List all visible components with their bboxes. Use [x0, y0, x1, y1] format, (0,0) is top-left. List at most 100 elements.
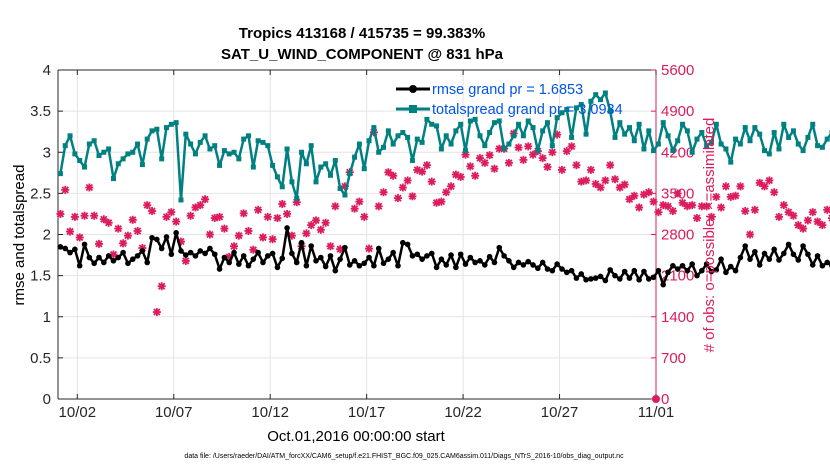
totalspread-point: [236, 156, 242, 162]
rmse-series: [57, 225, 830, 288]
ytick-right-label: 700: [661, 350, 686, 367]
rmse-point: [670, 262, 676, 269]
obs-point: [586, 165, 595, 174]
totalspread-point: [467, 118, 473, 124]
ytick-left-label: 1.5: [30, 268, 51, 285]
obs-point: [770, 188, 779, 197]
totalspread-point: [482, 143, 488, 149]
obs-point: [596, 183, 605, 192]
totalspread-point: [747, 138, 753, 144]
rmse-point: [612, 272, 618, 279]
totalspread-point: [771, 130, 777, 136]
rmse-point: [57, 244, 64, 250]
rmse-point: [737, 254, 744, 261]
rmse-point: [477, 258, 483, 264]
ytick-left-label: 2.5: [30, 185, 51, 202]
obs-point: [746, 230, 755, 239]
obs-point: [601, 176, 610, 185]
rmse-point: [371, 262, 377, 269]
ytick-left-label: 0.5: [30, 350, 51, 367]
rmse-point: [602, 277, 609, 284]
rmse-point: [91, 260, 97, 267]
ytick-left-label: 4: [43, 62, 51, 79]
rmse-point: [506, 258, 512, 264]
rmse-point: [694, 272, 700, 279]
rmse-point: [72, 246, 78, 253]
obs-point: [99, 215, 108, 224]
legend: rmse grand pr = 1.6853 totalspread grand…: [396, 82, 623, 118]
totalspread-point: [786, 134, 792, 140]
rmse-point: [766, 256, 773, 262]
rmse-point: [645, 276, 652, 282]
totalspread-point: [62, 143, 68, 149]
obs-point: [615, 183, 624, 192]
rmse-point: [824, 259, 830, 266]
obs-point: [172, 217, 181, 226]
totalspread-point: [82, 164, 88, 170]
rmse-point: [641, 268, 647, 275]
totalspread-point: [303, 161, 309, 167]
totalspread-point: [573, 105, 579, 111]
obs-point: [765, 176, 774, 185]
rmse-point: [240, 253, 247, 259]
obs-point: [389, 171, 398, 180]
obs-point: [403, 176, 412, 185]
obs-point: [611, 175, 620, 184]
totalspread-point: [308, 143, 314, 149]
rmse-point: [433, 264, 440, 271]
totalspread-point: [318, 164, 324, 170]
totalspread-point: [284, 146, 290, 152]
rmse-point: [703, 261, 710, 267]
rmse-point: [96, 254, 102, 261]
totalspread-point: [501, 146, 507, 152]
obs-point: [673, 189, 682, 198]
totalspread-point: [144, 136, 150, 142]
rmse-point: [443, 262, 450, 268]
obs-point: [582, 176, 591, 185]
totalspread-point: [130, 149, 136, 155]
xtick-label: 10/07: [155, 404, 193, 421]
rmse-point: [207, 245, 213, 252]
obs-point: [128, 215, 137, 224]
rmse-point: [139, 248, 146, 254]
totalspread-point: [299, 149, 305, 155]
left-y-axis-label: rmse and totalspread: [11, 165, 28, 306]
rmse-point: [723, 269, 729, 276]
totalspread-point: [520, 133, 526, 139]
rmse-point: [462, 261, 469, 267]
totalspread-point: [164, 125, 170, 131]
obs-point: [712, 192, 721, 201]
obs-point: [504, 158, 513, 167]
totalspread-point: [559, 110, 565, 116]
rmse-point: [289, 250, 295, 257]
rmse-point: [549, 267, 556, 274]
totalspread-point: [646, 128, 652, 134]
totalspread-point: [723, 146, 729, 152]
totalspread-point: [265, 143, 271, 149]
xtick-label: 10/27: [541, 404, 579, 421]
rmse-point: [125, 260, 131, 267]
rmse-point: [747, 256, 753, 262]
ytick-left-label: 2: [43, 227, 51, 244]
rmse-point: [481, 262, 488, 268]
right-y-axis-label: # of obs: o=possible; ×=assimilated: [701, 118, 718, 353]
obs-point: [220, 224, 229, 233]
totalspread-point: [660, 120, 666, 126]
rmse-point: [178, 248, 184, 254]
obs-point: [490, 164, 499, 173]
ytick-right-label: 4900: [661, 103, 694, 120]
totalspread-point: [819, 144, 825, 150]
totalspread-point: [622, 131, 628, 137]
obs-point: [779, 201, 788, 210]
rmse-point: [453, 264, 459, 271]
rmse-point: [67, 249, 73, 256]
obs-point: [803, 216, 812, 225]
totalspread-point: [718, 141, 724, 147]
rmse-point: [535, 265, 541, 272]
obs-point: [813, 217, 822, 226]
rmse-point: [713, 267, 720, 273]
obs-point: [109, 250, 118, 259]
totalspread-point: [313, 179, 319, 185]
totalspread-point: [245, 133, 251, 139]
rmse-point: [539, 259, 546, 266]
